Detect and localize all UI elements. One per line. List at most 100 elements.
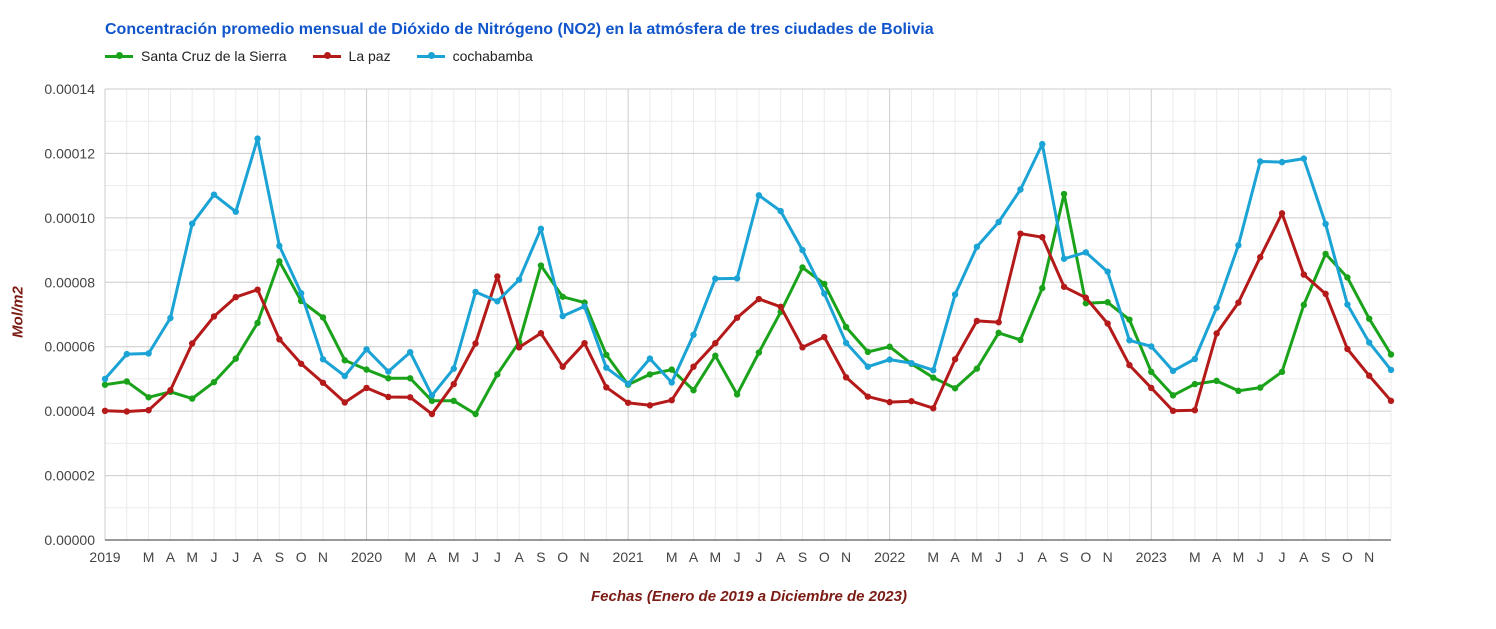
data-point-cochabamba xyxy=(1257,158,1264,165)
x-tick-label: A xyxy=(1299,549,1309,565)
x-tick-label: M xyxy=(448,549,460,565)
data-point-santa-cruz-de-la-sierra xyxy=(319,314,327,321)
data-point-cochabamba xyxy=(603,364,610,371)
data-point-santa-cruz-de-la-sierra xyxy=(1322,250,1329,258)
data-point-la-paz xyxy=(297,360,305,367)
data-point-santa-cruz-de-la-sierra xyxy=(472,410,479,418)
data-point-la-paz xyxy=(646,402,654,409)
data-point-cochabamba xyxy=(559,312,566,320)
data-point-cochabamba xyxy=(1366,339,1373,346)
data-point-santa-cruz-de-la-sierra xyxy=(1213,377,1220,385)
data-point-cochabamba xyxy=(864,363,872,370)
x-tick-label: N xyxy=(318,549,328,565)
data-point-la-paz xyxy=(1082,294,1090,301)
x-tick-label: A xyxy=(514,549,524,565)
x-tick-label: N xyxy=(1364,549,1374,565)
data-point-santa-cruz-de-la-sierra xyxy=(1017,336,1024,344)
x-tick-label: N xyxy=(579,549,589,565)
data-point-la-paz xyxy=(930,405,937,412)
data-point-santa-cruz-de-la-sierra xyxy=(733,391,741,398)
data-point-cochabamba xyxy=(777,207,784,215)
legend-swatch-cochabamba xyxy=(416,52,445,59)
data-point-la-paz xyxy=(733,314,741,321)
x-tick-label: S xyxy=(536,549,545,565)
data-point-cochabamba xyxy=(995,218,1002,226)
data-point-cochabamba xyxy=(1039,140,1046,148)
data-point-santa-cruz-de-la-sierra xyxy=(1148,368,1155,376)
data-point-santa-cruz-de-la-sierra xyxy=(951,385,959,392)
data-point-la-paz xyxy=(712,339,719,347)
x-axis-title: Fechas (Enero de 2019 a Diciembre de 202… xyxy=(591,588,907,605)
data-point-la-paz xyxy=(1039,233,1046,241)
data-point-cochabamba xyxy=(450,365,457,372)
data-point-la-paz xyxy=(1104,320,1111,327)
x-tick-label: O xyxy=(296,549,307,565)
y-tick-label: 0.00012 xyxy=(44,145,95,161)
data-point-santa-cruz-de-la-sierra xyxy=(406,375,414,382)
x-tick-label: J xyxy=(232,549,239,565)
data-point-santa-cruz-de-la-sierra xyxy=(821,280,828,288)
y-tick-label: 0.00000 xyxy=(44,532,95,548)
data-point-santa-cruz-de-la-sierra xyxy=(450,397,457,405)
data-point-cochabamba xyxy=(755,192,763,199)
legend-label-cochabamba: cochabamba xyxy=(452,48,533,64)
data-point-santa-cruz-de-la-sierra xyxy=(101,381,109,388)
data-point-la-paz xyxy=(821,333,828,341)
data-point-santa-cruz-de-la-sierra xyxy=(646,371,654,378)
data-point-cochabamba xyxy=(951,291,959,298)
data-point-la-paz xyxy=(951,356,959,363)
x-tick-label: J xyxy=(1017,549,1024,565)
y-tick-label: 0.00006 xyxy=(44,339,95,355)
data-point-la-paz xyxy=(1060,283,1068,290)
legend-entry-la-paz[interactable]: La paz xyxy=(312,48,391,64)
data-point-la-paz xyxy=(1235,299,1242,306)
data-point-la-paz xyxy=(1322,290,1329,298)
data-point-cochabamba xyxy=(254,135,261,142)
data-point-cochabamba xyxy=(646,355,654,362)
data-point-santa-cruz-de-la-sierra xyxy=(842,323,850,331)
x-tick-label: A xyxy=(253,549,263,565)
data-point-la-paz xyxy=(515,344,523,351)
x-tick-label: O xyxy=(1342,549,1353,565)
data-point-santa-cruz-de-la-sierra xyxy=(1126,316,1133,323)
x-tick-label: A xyxy=(776,549,786,565)
data-point-la-paz xyxy=(494,273,501,280)
x-tick-label: S xyxy=(1321,549,1330,565)
data-point-santa-cruz-de-la-sierra xyxy=(537,262,545,269)
data-point-la-paz xyxy=(864,393,872,400)
data-point-la-paz xyxy=(1126,361,1133,369)
data-point-la-paz xyxy=(428,410,436,418)
x-tick-label: M xyxy=(709,549,721,565)
data-point-cochabamba xyxy=(319,356,327,363)
data-point-la-paz xyxy=(363,384,370,392)
data-point-santa-cruz-de-la-sierra xyxy=(123,378,130,385)
data-point-cochabamba xyxy=(1082,249,1090,256)
x-tick-label: J xyxy=(494,549,501,565)
x-tick-label: S xyxy=(798,549,807,565)
legend-swatch-santa-cruz xyxy=(105,52,133,59)
data-point-cochabamba xyxy=(297,290,305,297)
data-point-cochabamba xyxy=(973,243,981,251)
data-point-la-paz xyxy=(319,379,327,386)
data-point-la-paz xyxy=(232,293,239,301)
data-point-santa-cruz-de-la-sierra xyxy=(1060,190,1068,198)
data-point-santa-cruz-de-la-sierra xyxy=(1278,368,1286,376)
data-point-la-paz xyxy=(188,340,196,347)
data-point-cochabamba xyxy=(210,191,218,198)
data-point-santa-cruz-de-la-sierra xyxy=(930,374,937,381)
data-point-santa-cruz-de-la-sierra xyxy=(886,343,893,350)
data-point-la-paz xyxy=(1300,271,1308,278)
data-point-la-paz xyxy=(559,363,566,370)
data-point-la-paz xyxy=(1148,384,1155,392)
data-point-cochabamba xyxy=(167,314,174,322)
x-tick-label: O xyxy=(819,549,830,565)
data-point-la-paz xyxy=(450,380,457,388)
data-point-la-paz xyxy=(167,387,174,394)
data-point-la-paz xyxy=(145,406,152,414)
legend-entry-cochabamba[interactable]: cochabamba xyxy=(416,48,533,64)
legend-entry-santa-cruz[interactable]: Santa Cruz de la Sierra xyxy=(105,48,287,64)
data-point-la-paz xyxy=(385,393,392,401)
data-point-la-paz xyxy=(581,339,588,347)
x-tick-label: O xyxy=(1080,549,1091,565)
data-point-cochabamba xyxy=(537,225,545,233)
